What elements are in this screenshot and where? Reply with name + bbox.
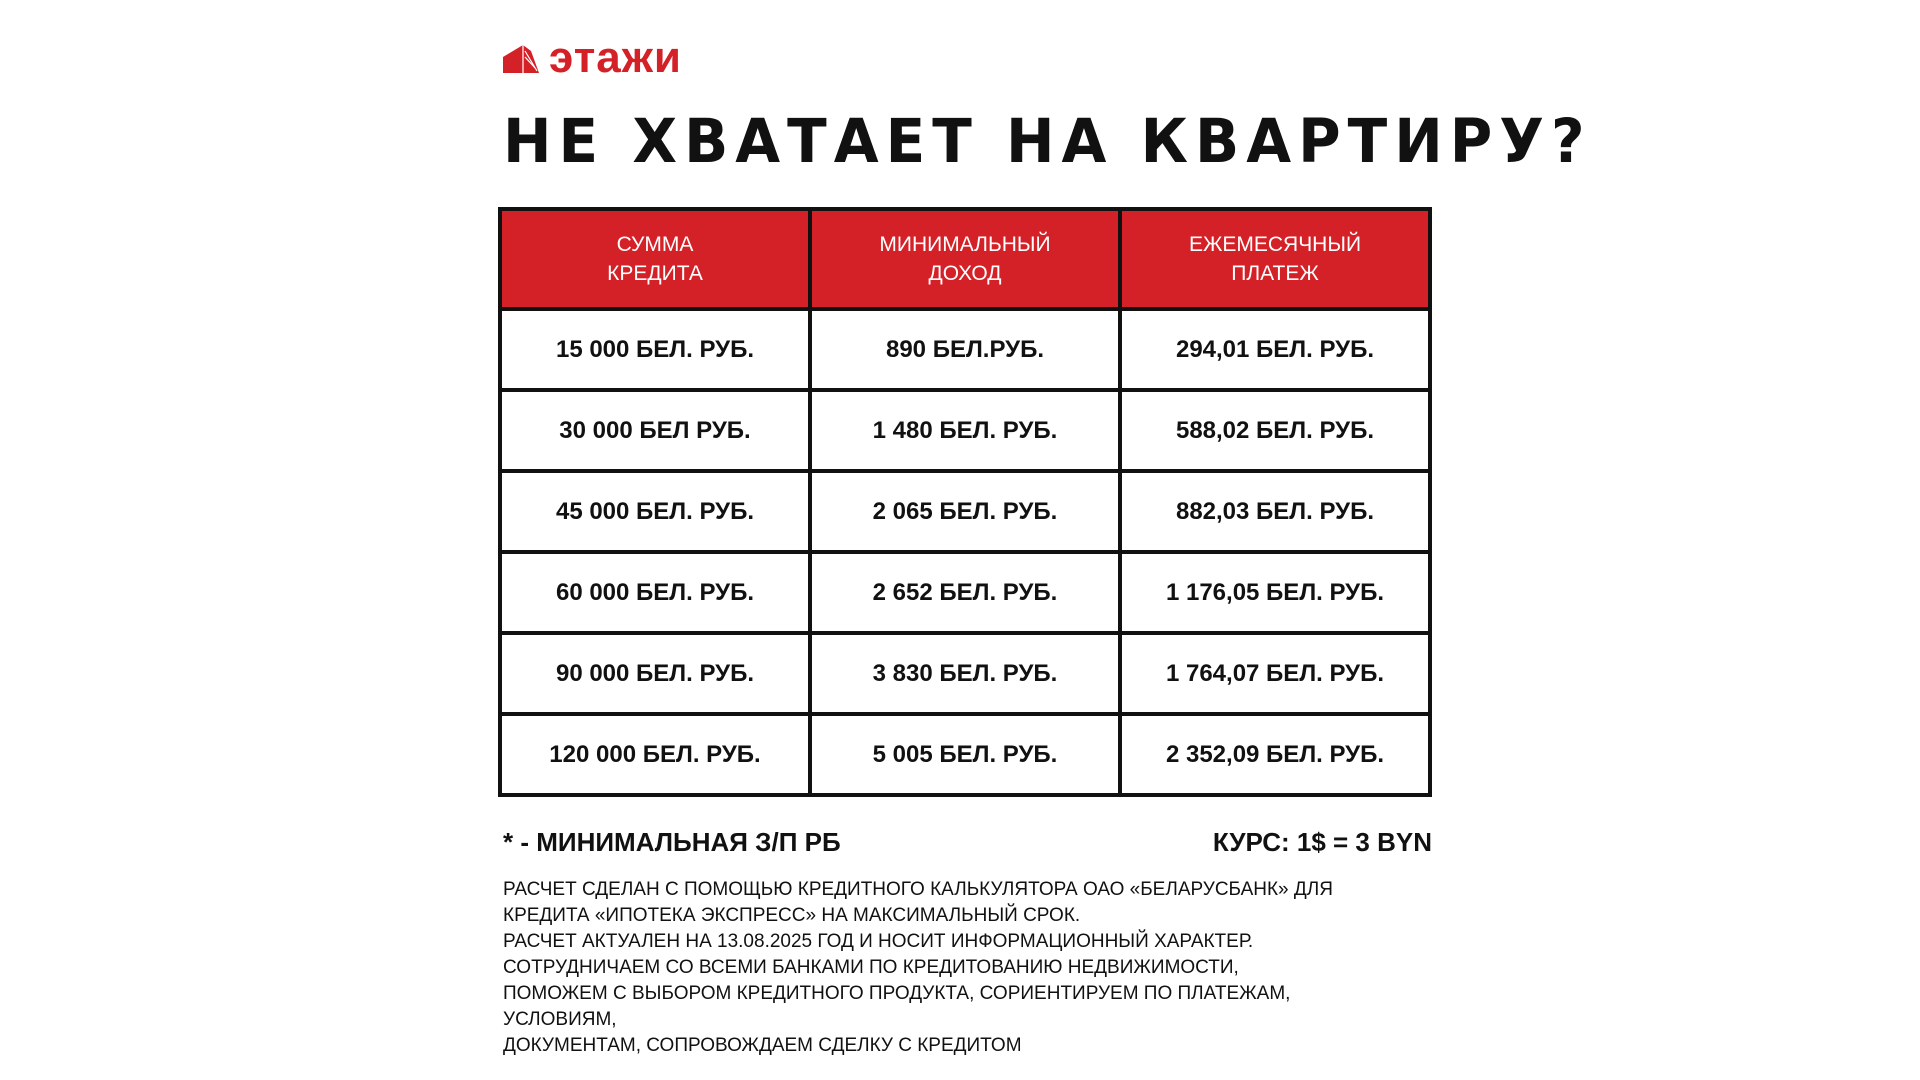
table-row: 45 000 БЕЛ. РУБ. 2 065 БЕЛ. РУБ. 882,03 БЕ… — [498, 469, 1432, 554]
table-row: 30 000 БЕЛ РУБ. 1 480 БЕЛ. РУБ. 588,02 БЕЛ… — [498, 388, 1432, 473]
min-wage-note: * - МИНИМАЛЬНАЯ З/П РБ — [503, 827, 841, 857]
table-cell: 90 000 БЕЛ. РУБ. — [498, 631, 812, 716]
header-label: МИНИМАЛЬНЫЙ ДОХОД — [879, 233, 1051, 285]
exchange-rate: КУРС: 1$ = 3 BYN — [1212, 827, 1432, 857]
header-label: ЕЖЕМЕСЯЧНЫЙ ПЛАТЕЖ — [1188, 233, 1362, 285]
building-logo-icon — [503, 45, 539, 73]
table-cell: 890 БЕЛ.РУБ. — [808, 307, 1122, 392]
table-row: 90 000 БЕЛ. РУБ. 3 830 БЕЛ. РУБ. 1 764,07 … — [498, 631, 1432, 716]
table-cell: 2 065 БЕЛ. РУБ. — [808, 469, 1122, 554]
table-cell: 60 000 БЕЛ. РУБ. — [498, 550, 812, 635]
table-cell: 30 000 БЕЛ РУБ. — [498, 388, 812, 473]
table-cell: 5 005 БЕЛ. РУБ. — [808, 712, 1122, 797]
disclaimer-line: ДОКУМЕНТАМ, СОПРОВОЖДАЕМ СДЕЛКУ С КРЕДИТ… — [503, 1035, 1022, 1056]
loan-table: СУММА КРЕДИТА МИНИМАЛЬНЫЙ ДОХОД ЕЖЕМЕСЯЧ… — [498, 207, 1432, 797]
table-cell: 120 000 БЕЛ. РУБ. — [498, 712, 812, 797]
header-loan-amount: СУММА КРЕДИТА — [498, 207, 812, 311]
table-row: 60 000 БЕЛ. РУБ. 2 652 БЕЛ. РУБ. 1 176,05 … — [498, 550, 1432, 635]
table-cell: 1 764,07 БЕЛ. РУБ. — [1118, 631, 1432, 716]
footnote-row: * - МИНИМАЛЬНАЯ З/П РБ КУРС: 1$ = 3 BYN — [503, 827, 1432, 858]
table-cell: 1 176,05 БЕЛ. РУБ. — [1118, 550, 1432, 635]
table-row: 120 000 БЕЛ. РУБ. 5 005 БЕЛ. РУБ. 2 352,09… — [498, 712, 1432, 797]
disclaimer-line: КРЕДИТА «ИПОТЕКА ЭКСПРЕСС» НА МАКСИМАЛЬН… — [503, 905, 1081, 926]
table-cell: 2 352,09 БЕЛ. РУБ. — [1118, 712, 1432, 797]
disclaimer: РАСЧЕТ СДЕЛАН С ПОМОЩЬЮ КРЕДИТНОГО КАЛЬК… — [503, 877, 1432, 1059]
brand-name: этажи — [549, 33, 682, 82]
header-monthly-payment: ЕЖЕМЕСЯЧНЫЙ ПЛАТЕЖ — [1118, 207, 1432, 311]
disclaimer-line: РАСЧЕТ АКТУАЛЕН НА 13.08.2025 ГОД И НОСИ… — [503, 931, 1254, 952]
table-header-row: СУММА КРЕДИТА МИНИМАЛЬНЫЙ ДОХОД ЕЖЕМЕСЯЧ… — [498, 207, 1432, 311]
table-cell: 294,01 БЕЛ. РУБ. — [1118, 307, 1432, 392]
table-cell: 882,03 БЕЛ. РУБ. — [1118, 469, 1432, 554]
brand-logo: этажи — [503, 36, 682, 80]
header-label: СУММА КРЕДИТА — [607, 233, 703, 285]
disclaimer-line: РАСЧЕТ СДЕЛАН С ПОМОЩЬЮ КРЕДИТНОГО КАЛЬК… — [503, 879, 1333, 900]
page-title: НЕ ХВАТАЕТ НА КВАРТИРУ? — [503, 105, 1592, 177]
table-cell: 15 000 БЕЛ. РУБ. — [498, 307, 812, 392]
disclaimer-line: УСЛОВИЯМ, — [503, 1009, 617, 1030]
disclaimer-line: СОТРУДНИЧАЕМ СО ВСЕМИ БАНКАМИ ПО КРЕДИТО… — [503, 957, 1239, 978]
table-cell: 588,02 БЕЛ. РУБ. — [1118, 388, 1432, 473]
table-cell: 2 652 БЕЛ. РУБ. — [808, 550, 1122, 635]
table-cell: 1 480 БЕЛ. РУБ. — [808, 388, 1122, 473]
disclaimer-line: ПОМОЖЕМ С ВЫБОРОМ КРЕДИТНОГО ПРОДУКТА, С… — [503, 983, 1291, 1004]
table-row: 15 000 БЕЛ. РУБ. 890 БЕЛ.РУБ. 294,01 БЕЛ. … — [498, 307, 1432, 392]
header-min-income: МИНИМАЛЬНЫЙ ДОХОД — [808, 207, 1122, 311]
table-cell: 3 830 БЕЛ. РУБ. — [808, 631, 1122, 716]
table-cell: 45 000 БЕЛ. РУБ. — [498, 469, 812, 554]
